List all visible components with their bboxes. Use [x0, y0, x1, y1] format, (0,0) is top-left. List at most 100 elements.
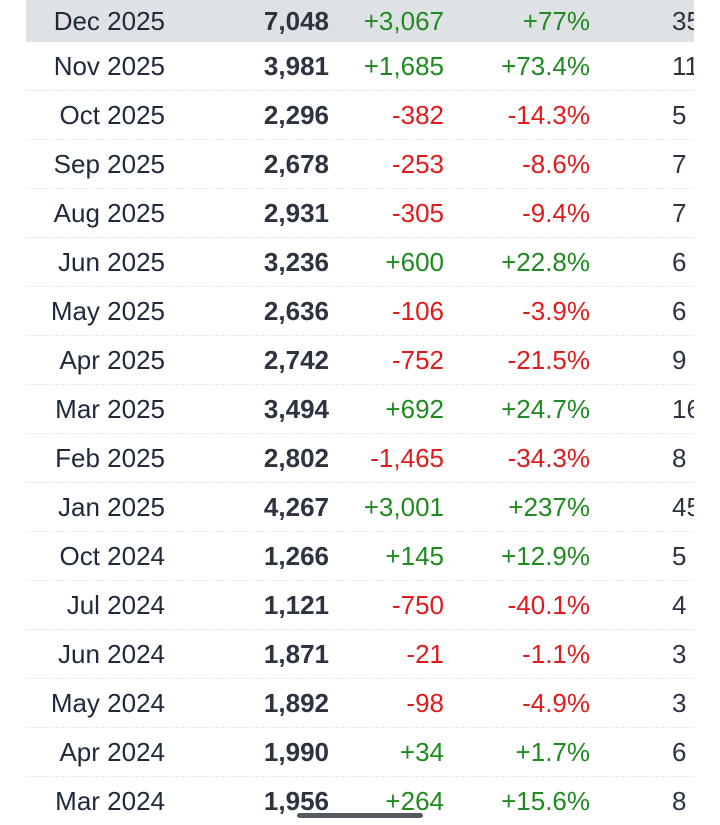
percent-change-cell: -4.9%	[522, 688, 590, 718]
truncated-column-cell: 3	[672, 639, 687, 669]
table-row[interactable]: Jul 2024 1,121 -750 -40.1% 4	[26, 581, 694, 630]
table-row[interactable]: Apr 2025 2,742 -752 -21.5% 9	[26, 336, 694, 385]
data-table[interactable]: Dec 2025 7,048 +3,067 +77% 35 Nov 2025 3,981 +1…	[26, 0, 694, 825]
truncated-column-cell: 45	[672, 492, 694, 522]
value-cell: 1,990	[263, 737, 329, 767]
change-cell: +145	[385, 541, 444, 571]
change-cell: +34	[399, 737, 444, 767]
date-cell: Feb 2025	[55, 443, 165, 473]
table-row[interactable]: Nov 2025 3,981 +1,685 +73.4% 11	[26, 42, 694, 91]
date-cell: Jan 2025	[58, 492, 165, 522]
percent-change-cell: -34.3%	[507, 443, 590, 473]
value-cell: 3,981	[263, 51, 329, 81]
truncated-column-cell: 8	[672, 443, 687, 473]
date-cell: Apr 2025	[59, 345, 165, 375]
percent-change-cell: -9.4%	[522, 198, 590, 228]
table-row[interactable]: Oct 2025 2,296 -382 -14.3% 5	[26, 91, 694, 140]
percent-change-cell: +1.7%	[515, 737, 590, 767]
table-row[interactable]: Aug 2025 2,931 -305 -9.4% 7	[26, 189, 694, 238]
change-cell: -106	[391, 296, 444, 326]
truncated-column-cell: 8	[672, 786, 687, 816]
percent-change-cell: -40.1%	[507, 590, 590, 620]
value-cell: 4,267	[263, 492, 329, 522]
table-row[interactable]: May 2025 2,636 -106 -3.9% 6	[26, 287, 694, 336]
table-row[interactable]: Jun 2024 1,871 -21 -1.1% 3	[26, 630, 694, 679]
value-cell: 2,636	[263, 296, 329, 326]
table-row[interactable]: Sep 2025 2,678 -253 -8.6% 7	[26, 140, 694, 189]
percent-change-cell: +22.8%	[501, 247, 590, 277]
change-cell: +3,001	[363, 492, 444, 522]
value-cell: 3,494	[263, 394, 329, 424]
truncated-column-cell: 9	[672, 345, 687, 375]
date-cell: Sep 2025	[53, 149, 165, 179]
date-cell: Oct 2025	[59, 100, 165, 130]
percent-change-cell: -3.9%	[522, 296, 590, 326]
value-cell: 3,236	[263, 247, 329, 277]
percent-change-cell: +237%	[508, 492, 590, 522]
date-cell: Apr 2024	[59, 737, 165, 767]
percent-change-cell: +24.7%	[501, 394, 590, 424]
date-cell: Nov 2025	[53, 51, 165, 81]
table-row[interactable]: Oct 2024 1,266 +145 +12.9% 5	[26, 532, 694, 581]
change-cell: +692	[385, 394, 444, 424]
value-cell: 2,678	[263, 149, 329, 179]
date-cell: Jun 2025	[58, 247, 165, 277]
percent-change-cell: -1.1%	[522, 639, 590, 669]
percent-change-cell: -21.5%	[507, 345, 590, 375]
percent-change-cell: -8.6%	[522, 149, 590, 179]
value-cell: 1,266	[263, 541, 329, 571]
change-cell: -750	[391, 590, 444, 620]
truncated-column-cell: 7	[672, 198, 687, 228]
table-row-highlighted[interactable]: Dec 2025 7,048 +3,067 +77% 35	[26, 0, 694, 42]
date-cell: Oct 2024	[59, 541, 165, 571]
table-row[interactable]: Feb 2025 2,802 -1,465 -34.3% 8	[26, 434, 694, 483]
change-cell: -253	[391, 149, 444, 179]
change-cell: -752	[391, 345, 444, 375]
value-cell: 1,121	[263, 590, 329, 620]
value-cell: 2,296	[263, 100, 329, 130]
table-row[interactable]: Mar 2025 3,494 +692 +24.7% 16	[26, 385, 694, 434]
table-row[interactable]: Jun 2025 3,236 +600 +22.8% 6	[26, 238, 694, 287]
table-row[interactable]: Mar 2024 1,956 +264 +15.6% 8	[26, 777, 694, 825]
truncated-column-cell: 6	[672, 737, 687, 767]
truncated-column-cell: 7	[672, 149, 687, 179]
change-cell: -98	[406, 688, 444, 718]
change-cell: +600	[385, 247, 444, 277]
percent-change-cell: +77%	[522, 5, 590, 36]
date-cell: Mar 2025	[55, 394, 165, 424]
date-cell: Mar 2024	[55, 786, 165, 816]
change-cell: +3,067	[363, 5, 444, 36]
value-cell: 1,956	[263, 786, 329, 816]
date-cell: Dec 2025	[53, 5, 165, 36]
percent-change-cell: +73.4%	[501, 51, 590, 81]
date-cell: May 2024	[50, 688, 165, 718]
change-cell: -21	[406, 639, 444, 669]
value-cell: 2,931	[263, 198, 329, 228]
change-cell: -1,465	[370, 443, 444, 473]
change-cell: +1,685	[363, 51, 444, 81]
truncated-column-cell: 16	[672, 394, 694, 424]
truncated-column-cell: 35	[672, 5, 694, 36]
change-cell: -382	[391, 100, 444, 130]
table-row[interactable]: May 2024 1,892 -98 -4.9% 3	[26, 679, 694, 728]
truncated-column-cell: 3	[672, 688, 687, 718]
value-cell: 7,048	[263, 5, 329, 36]
date-cell: Jun 2024	[58, 639, 165, 669]
truncated-column-cell: 6	[672, 247, 687, 277]
percent-change-cell: +12.9%	[501, 541, 590, 571]
date-cell: Aug 2025	[53, 198, 165, 228]
percent-change-cell: +15.6%	[501, 786, 590, 816]
truncated-column-cell: 5	[672, 100, 687, 130]
horizontal-scroll-indicator[interactable]	[297, 813, 423, 818]
date-cell: May 2025	[50, 296, 165, 326]
truncated-column-cell: 5	[672, 541, 687, 571]
truncated-column-cell: 6	[672, 296, 687, 326]
change-cell: +264	[385, 786, 444, 816]
table-row[interactable]: Apr 2024 1,990 +34 +1.7% 6	[26, 728, 694, 777]
value-cell: 2,742	[263, 345, 329, 375]
truncated-column-cell: 4	[672, 590, 687, 620]
table-row[interactable]: Jan 2025 4,267 +3,001 +237% 45	[26, 483, 694, 532]
change-cell: -305	[391, 198, 444, 228]
percent-change-cell: -14.3%	[507, 100, 590, 130]
